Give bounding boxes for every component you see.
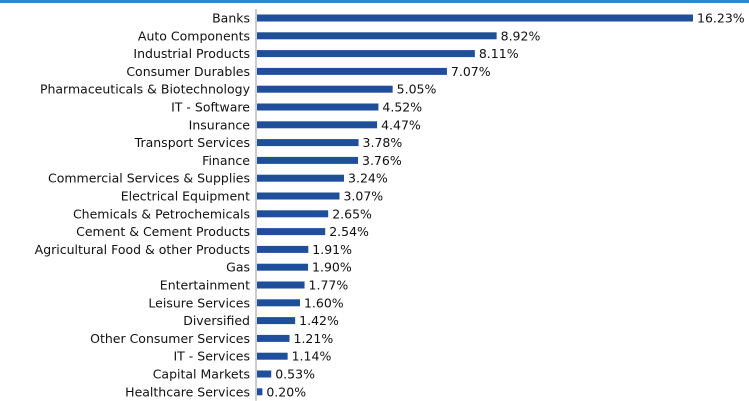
bars-layer	[257, 14, 693, 396]
category-label-healthcare-services: Healthcare Services	[125, 384, 250, 399]
bar-transport-services	[257, 139, 359, 147]
bar-it-services	[257, 352, 288, 360]
category-label-consumer-durables: Consumer Durables	[126, 64, 250, 79]
bar-pharmaceuticals-and-biotechnology	[257, 85, 393, 93]
bar-consumer-durables	[257, 67, 447, 75]
value-label-agricultural-food-and-other-products: 1.91%	[312, 242, 352, 257]
category-label-pharmaceuticals-and-biotechnology: Pharmaceuticals & Biotechnology	[40, 82, 251, 97]
category-label-leisure-services: Leisure Services	[148, 295, 250, 310]
category-label-entertainment: Entertainment	[160, 278, 250, 293]
value-label-leisure-services: 1.60%	[304, 295, 344, 310]
category-label-it-services: IT - Services	[174, 349, 251, 364]
category-label-capital-markets: Capital Markets	[153, 367, 250, 382]
category-labels: Banks Auto Components Industrial Products C…	[35, 11, 251, 400]
category-label-diversified: Diversified	[183, 313, 250, 328]
category-label-gas: Gas	[226, 260, 250, 275]
category-label-finance: Finance	[202, 153, 250, 168]
bar-chemicals-and-petrochemicals	[257, 210, 329, 218]
bar-banks	[257, 14, 693, 22]
bar-diversified	[257, 317, 296, 325]
value-label-entertainment: 1.77%	[309, 278, 349, 293]
category-label-commercial-services-and-supplies: Commercial Services & Supplies	[48, 171, 250, 186]
bar-commercial-services-and-supplies	[257, 174, 345, 182]
bar-entertainment	[257, 281, 305, 289]
value-label-auto-components: 8.92%	[501, 28, 541, 43]
value-label-insurance: 4.47%	[381, 117, 421, 132]
bar-leisure-services	[257, 299, 300, 307]
value-label-industrial-products: 8.11%	[479, 46, 519, 61]
bar-other-consumer-services	[257, 334, 290, 342]
value-label-finance: 3.76%	[362, 153, 402, 168]
top-accent-rule	[0, 0, 749, 3]
value-label-consumer-durables: 7.07%	[451, 64, 491, 79]
value-label-gas: 1.90%	[312, 260, 352, 275]
category-label-it-software: IT - Software	[171, 100, 250, 115]
bar-cement-and-cement-products	[257, 228, 326, 236]
category-label-agricultural-food-and-other-products: Agricultural Food & other Products	[35, 242, 250, 257]
value-label-other-consumer-services: 1.21%	[294, 331, 334, 346]
value-label-cement-and-cement-products: 2.54%	[329, 224, 369, 239]
value-labels: 16.23% 8.92% 8.11% 7.07% 5.05% 4.52% 4.47% 3.78…	[266, 11, 744, 400]
bar-gas	[257, 263, 309, 271]
bar-electrical-equipment	[257, 192, 340, 200]
category-label-auto-components: Auto Components	[138, 28, 250, 43]
bar-it-software	[257, 103, 379, 111]
value-label-it-software: 4.52%	[382, 100, 422, 115]
value-label-electrical-equipment: 3.07%	[343, 189, 383, 204]
category-label-industrial-products: Industrial Products	[133, 46, 250, 61]
category-label-transport-services: Transport Services	[134, 135, 250, 150]
bar-healthcare-services	[257, 388, 263, 396]
bar-agricultural-food-and-other-products	[257, 245, 309, 253]
category-label-insurance: Insurance	[189, 117, 251, 132]
value-label-commercial-services-and-supplies: 3.24%	[348, 171, 388, 186]
value-label-capital-markets: 0.53%	[275, 367, 315, 382]
bar-capital-markets	[257, 370, 272, 378]
bar-industrial-products	[257, 50, 475, 58]
category-label-chemicals-and-petrochemicals: Chemicals & Petrochemicals	[73, 206, 250, 221]
bar-finance	[257, 156, 359, 164]
value-label-it-services: 1.14%	[292, 349, 332, 364]
category-label-banks: Banks	[212, 11, 250, 26]
category-label-cement-and-cement-products: Cement & Cement Products	[76, 224, 250, 239]
value-label-chemicals-and-petrochemicals: 2.65%	[332, 206, 372, 221]
bar-insurance	[257, 121, 378, 129]
category-label-other-consumer-services: Other Consumer Services	[90, 331, 250, 346]
value-label-transport-services: 3.78%	[363, 135, 403, 150]
value-label-healthcare-services: 0.20%	[266, 384, 306, 399]
value-label-pharmaceuticals-and-biotechnology: 5.05%	[397, 82, 437, 97]
value-label-diversified: 1.42%	[299, 313, 339, 328]
value-label-banks: 16.23%	[697, 11, 745, 26]
category-label-electrical-equipment: Electrical Equipment	[121, 189, 250, 204]
bar-auto-components	[257, 32, 497, 40]
